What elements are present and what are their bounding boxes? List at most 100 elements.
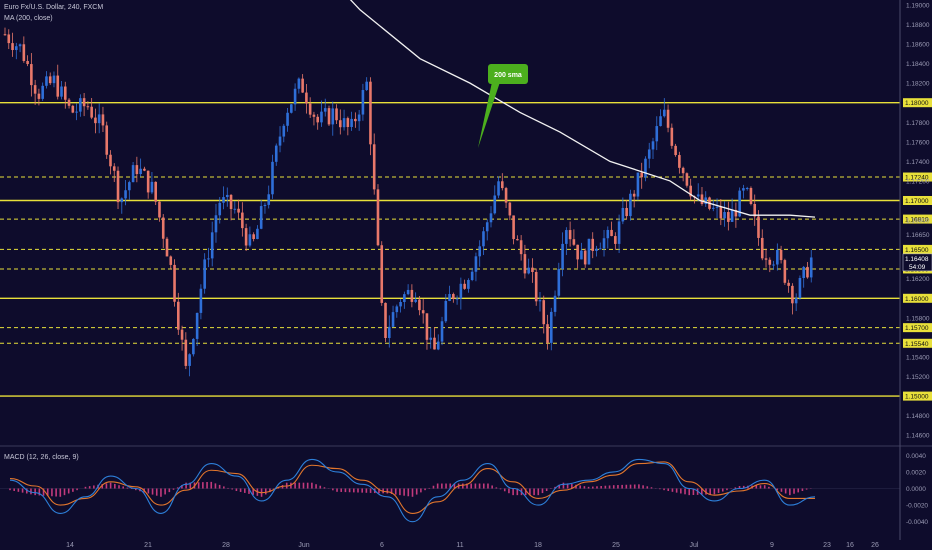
candle-body[interactable] [534,272,538,302]
candle-body[interactable] [663,109,666,117]
candle-body[interactable] [274,145,278,162]
candle-body[interactable] [248,234,252,246]
candle-body[interactable] [7,34,11,44]
candle-body[interactable] [135,165,139,175]
candle-body[interactable] [316,116,319,123]
candle-body[interactable] [606,229,610,239]
candle-body[interactable] [651,141,655,150]
candle-body[interactable] [629,193,632,217]
candle-body[interactable] [41,85,44,99]
candle-body[interactable] [636,172,640,197]
candle-body[interactable] [433,337,436,350]
candle-body[interactable] [335,108,338,121]
candle-body[interactable] [791,285,794,304]
candle-body[interactable] [331,108,335,125]
candle-body[interactable] [516,239,519,241]
candle-body[interactable] [583,250,587,265]
candle-body[interactable] [742,188,745,191]
candle-body[interactable] [327,108,331,125]
candle-body[interactable] [711,207,715,209]
candle-body[interactable] [580,250,583,260]
candle-body[interactable] [421,310,425,314]
candle-body[interactable] [222,197,225,203]
candle-body[interactable] [158,201,161,218]
candle-body[interactable] [229,194,233,210]
candle-body[interactable] [440,321,444,342]
candle-body[interactable] [184,339,188,366]
candle-body[interactable] [116,170,120,203]
candle-body[interactable] [448,294,451,301]
candle-body[interactable] [143,168,146,171]
candle-body[interactable] [267,194,271,205]
candle-body[interactable] [727,212,730,222]
candle-body[interactable] [218,202,222,216]
callout-box[interactable] [488,64,528,84]
candle-body[interactable] [37,93,41,99]
candle-body[interactable] [376,189,380,246]
candle-body[interactable] [63,86,67,100]
candle-body[interactable] [94,117,97,124]
candle-body[interactable] [670,127,674,146]
candle-body[interactable] [210,232,214,259]
candle-body[interactable] [380,245,384,303]
candle-body[interactable] [154,181,157,202]
candle-body[interactable] [666,109,670,128]
candle-body[interactable] [659,116,662,127]
candle-body[interactable] [207,258,210,260]
candle-body[interactable] [610,229,613,237]
candle-body[interactable] [357,114,361,122]
candle-body[interactable] [738,190,741,217]
candle-body[interactable] [512,215,515,240]
candle-body[interactable] [90,106,93,118]
candle-body[interactable] [625,207,628,217]
candle-body[interactable] [161,217,165,239]
candle-body[interactable] [369,81,372,145]
candle-body[interactable] [180,329,184,340]
annotation-callout[interactable]: 200 sma [478,64,528,148]
candle-body[interactable] [271,161,274,195]
candle-body[interactable] [455,298,459,300]
candle-body[interactable] [444,300,448,322]
candle-body[interactable] [474,256,478,272]
candle-body[interactable] [237,208,240,213]
candle-body[interactable] [354,118,357,122]
candle-body[interactable] [225,194,229,198]
candle-body[interactable] [565,230,568,244]
candle-body[interactable] [188,354,191,366]
candle-body[interactable] [278,136,282,146]
candle-body[interactable] [192,338,195,355]
candle-body[interactable] [794,298,798,304]
candle-body[interactable] [214,215,218,233]
candle-body[interactable] [282,125,286,137]
candle-body[interactable] [719,206,723,219]
candle-body[interactable] [233,208,237,210]
candle-body[interactable] [45,76,48,86]
candle-body[interactable] [497,181,500,196]
candle-body[interactable] [323,108,327,112]
candle-body[interactable] [602,238,606,249]
candle-body[interactable] [350,118,353,127]
candle-body[interactable] [418,299,421,311]
candle-body[interactable] [301,78,304,93]
candle-body[interactable] [470,271,474,281]
candle-body[interactable] [504,188,508,203]
candle-body[interactable] [112,166,116,171]
candle-body[interactable] [485,222,489,232]
candle-body[interactable] [339,120,342,128]
candle-body[interactable] [131,165,135,183]
candle-body[interactable] [52,75,56,84]
candle-body[interactable] [308,103,312,115]
candle-body[interactable] [406,289,410,295]
candle-body[interactable] [429,337,433,340]
candle-body[interactable] [519,240,523,255]
candle-body[interactable] [523,254,527,274]
candle-body[interactable] [704,197,708,204]
candle-body[interactable] [384,302,387,338]
candle-body[interactable] [459,283,463,299]
candle-body[interactable] [655,126,659,142]
candle-body[interactable] [71,105,75,113]
candle-body[interactable] [146,170,150,193]
candle-body[interactable] [730,210,734,222]
candle-body[interactable] [30,64,33,86]
